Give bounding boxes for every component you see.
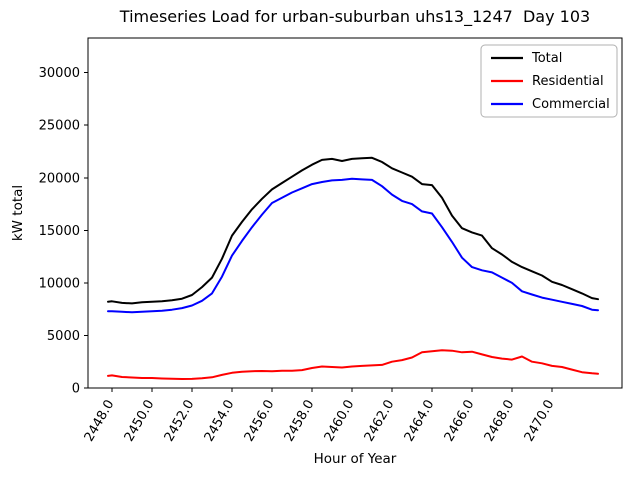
x-tick-label: 2450.0 — [122, 398, 158, 445]
series-layer — [107, 156, 599, 380]
x-tick-label: 2470.0 — [522, 398, 558, 445]
y-tick-label: 10000 — [39, 276, 80, 291]
legend: Total Residential Commercial — [480, 44, 618, 118]
x-tick-label: 2452.0 — [162, 398, 198, 445]
x-tick-label: 2458.0 — [282, 398, 318, 445]
x-tick-label: 2460.0 — [322, 398, 358, 445]
x-axis-label: Hour of Year — [314, 451, 397, 467]
y-axis-ticks: 0 5000 10000 15000 20000 25000 30000 — [39, 66, 88, 397]
legend-label-residential: Residential — [532, 74, 604, 89]
x-tick-label: 2466.0 — [442, 398, 478, 445]
y-tick-label: 0 — [72, 382, 80, 397]
y-axis-label: kW total — [10, 185, 26, 241]
y-tick-label: 5000 — [47, 329, 80, 344]
legend-label-commercial: Commercial — [532, 97, 610, 112]
series-line-residential — [107, 349, 599, 380]
series-line-commercial — [107, 177, 599, 314]
x-tick-label: 2462.0 — [362, 398, 398, 445]
y-tick-label: 15000 — [39, 224, 80, 239]
x-tick-label: 2468.0 — [482, 398, 518, 445]
y-tick-label: 20000 — [39, 171, 80, 186]
axes-frame — [87, 37, 623, 389]
series-line-total — [107, 156, 599, 305]
y-tick-label: 25000 — [39, 119, 80, 134]
x-tick-label: 2454.0 — [202, 398, 238, 445]
chart-title: Timeseries Load for urban-suburban uhs13… — [119, 7, 590, 27]
legend-box — [480, 44, 618, 118]
x-tick-label: 2456.0 — [242, 398, 278, 445]
x-axis-ticks: 2448.0 2450.0 2452.0 2454.0 2456.0 2458.0 2460… — [82, 388, 558, 445]
x-tick-label: 2464.0 — [402, 398, 438, 445]
y-tick-label: 30000 — [39, 66, 80, 81]
legend-label-total: Total — [531, 51, 562, 66]
x-tick-label: 2448.0 — [82, 398, 118, 445]
